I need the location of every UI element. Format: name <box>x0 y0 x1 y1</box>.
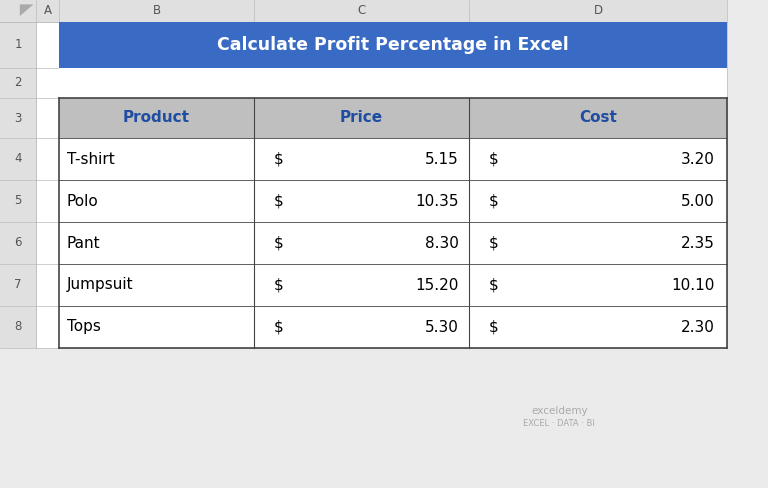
Text: 3.20: 3.20 <box>681 151 715 166</box>
Bar <box>254 306 469 348</box>
Text: Jumpsuit: Jumpsuit <box>67 278 134 292</box>
Bar <box>0 98 36 138</box>
Bar <box>469 306 727 348</box>
Text: exceldemy: exceldemy <box>531 406 588 416</box>
Bar <box>0 180 36 222</box>
Bar <box>0 22 36 68</box>
Text: A: A <box>44 4 51 18</box>
Text: 8: 8 <box>15 321 22 333</box>
Bar <box>254 98 469 138</box>
Text: C: C <box>357 4 366 18</box>
Text: $: $ <box>274 320 283 334</box>
Text: Cost: Cost <box>579 110 617 125</box>
Bar <box>254 0 469 22</box>
Bar <box>254 222 469 264</box>
Text: Price: Price <box>340 110 383 125</box>
Bar <box>59 264 254 306</box>
Text: 6: 6 <box>15 237 22 249</box>
Text: Calculate Profit Percentage in Excel: Calculate Profit Percentage in Excel <box>217 36 569 54</box>
Bar <box>0 138 36 180</box>
Bar <box>36 0 59 22</box>
Text: 7: 7 <box>15 279 22 291</box>
Text: $: $ <box>489 194 498 208</box>
Text: $: $ <box>489 236 498 250</box>
Bar <box>469 0 727 22</box>
Bar <box>59 222 254 264</box>
Text: $: $ <box>489 151 498 166</box>
Bar <box>254 180 469 222</box>
Text: D: D <box>594 4 603 18</box>
Text: 3: 3 <box>15 111 22 124</box>
Bar <box>0 306 36 348</box>
Text: Tops: Tops <box>67 320 101 334</box>
Text: 5.30: 5.30 <box>425 320 459 334</box>
Text: B: B <box>152 4 161 18</box>
Text: 5.00: 5.00 <box>681 194 715 208</box>
Bar <box>0 0 36 22</box>
Bar <box>59 98 254 138</box>
Text: 10.35: 10.35 <box>415 194 459 208</box>
Text: 10.10: 10.10 <box>672 278 715 292</box>
Text: T-shirt: T-shirt <box>67 151 114 166</box>
Bar <box>0 264 36 306</box>
Text: $: $ <box>274 151 283 166</box>
Text: 2.35: 2.35 <box>681 236 715 250</box>
Text: Polo: Polo <box>67 194 99 208</box>
Text: $: $ <box>274 236 283 250</box>
Bar <box>469 138 727 180</box>
Bar <box>0 222 36 264</box>
Bar <box>59 68 727 98</box>
Bar <box>59 22 727 348</box>
Text: 4: 4 <box>15 152 22 165</box>
Text: $: $ <box>489 320 498 334</box>
Text: 5: 5 <box>15 195 22 207</box>
Bar <box>59 0 254 22</box>
Bar <box>59 306 254 348</box>
Text: Product: Product <box>123 110 190 125</box>
Bar <box>59 22 727 68</box>
Text: $: $ <box>274 194 283 208</box>
Bar <box>469 222 727 264</box>
Text: 8.30: 8.30 <box>425 236 459 250</box>
Bar <box>0 68 36 98</box>
Bar <box>59 138 254 180</box>
Text: Pant: Pant <box>67 236 101 250</box>
Text: 15.20: 15.20 <box>415 278 459 292</box>
Bar <box>469 180 727 222</box>
Bar <box>254 138 469 180</box>
Text: EXCEL · DATA · BI: EXCEL · DATA · BI <box>523 419 595 427</box>
Bar <box>36 22 59 348</box>
Text: 2.30: 2.30 <box>681 320 715 334</box>
Bar <box>254 264 469 306</box>
Bar <box>59 180 254 222</box>
Text: 1: 1 <box>15 39 22 52</box>
Bar <box>469 98 727 138</box>
Text: $: $ <box>274 278 283 292</box>
Bar <box>469 264 727 306</box>
Text: $: $ <box>489 278 498 292</box>
Text: 5.15: 5.15 <box>425 151 459 166</box>
Polygon shape <box>20 4 34 16</box>
Text: 2: 2 <box>15 77 22 89</box>
